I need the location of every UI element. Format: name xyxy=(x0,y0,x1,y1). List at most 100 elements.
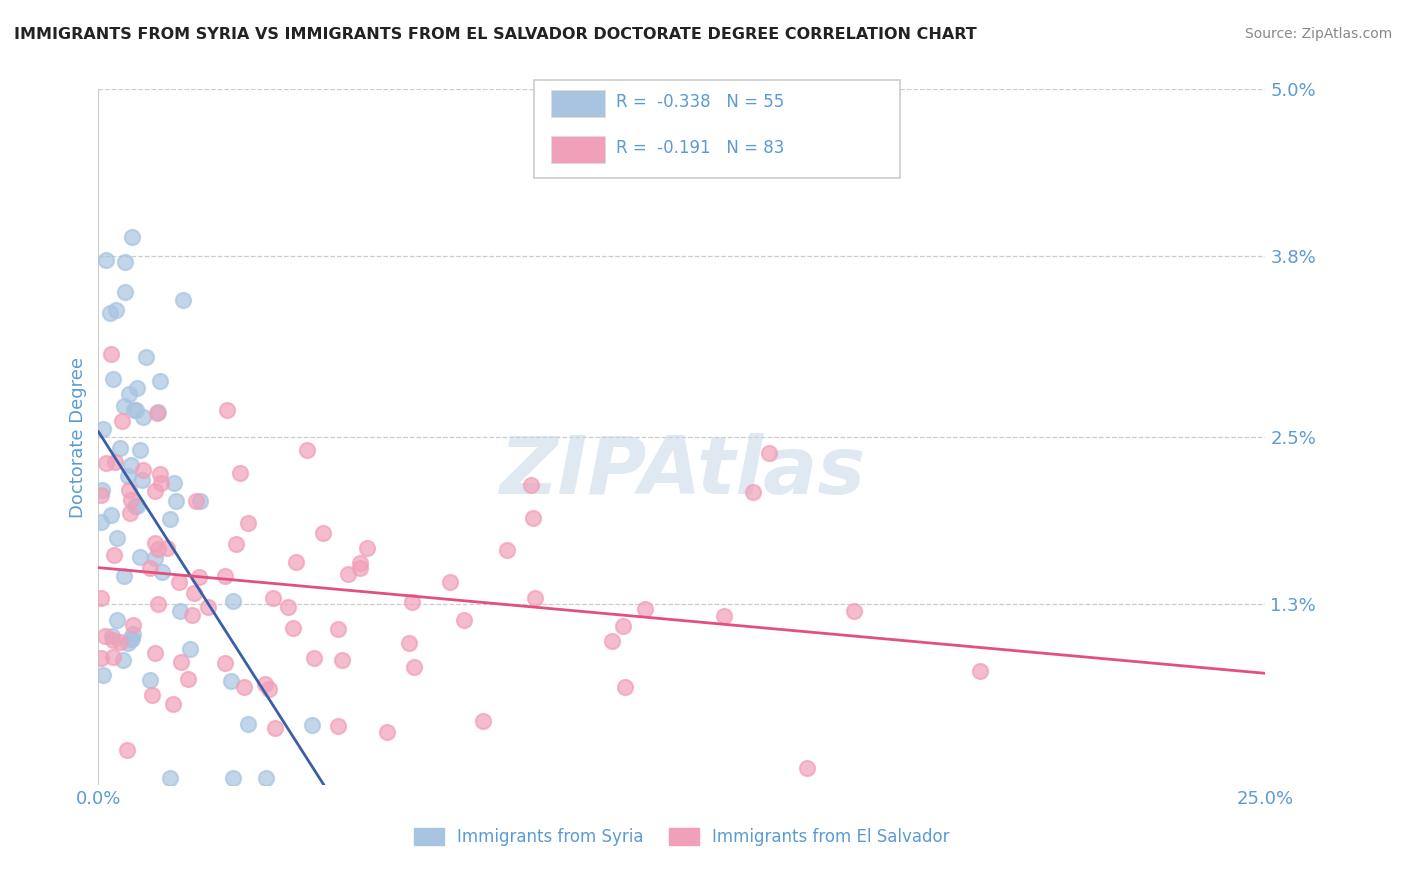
Point xyxy=(262,591,284,606)
Point xyxy=(127,500,149,514)
Point xyxy=(96,252,118,267)
Point xyxy=(214,657,236,671)
Point xyxy=(121,230,143,244)
Point xyxy=(146,406,169,420)
Point xyxy=(177,672,200,686)
Point xyxy=(110,634,132,648)
Point xyxy=(141,688,163,702)
Point xyxy=(614,680,637,694)
Point xyxy=(398,635,420,649)
Point xyxy=(105,531,128,545)
Point xyxy=(214,569,236,583)
Point xyxy=(118,386,141,401)
Point xyxy=(139,560,162,574)
Point xyxy=(108,441,131,455)
Point xyxy=(301,717,323,731)
Point xyxy=(90,591,112,606)
Point xyxy=(127,381,149,395)
Point xyxy=(145,484,167,499)
Point xyxy=(796,761,818,775)
Point xyxy=(121,626,143,640)
Point xyxy=(118,483,141,497)
Point xyxy=(111,414,134,428)
Point xyxy=(104,455,127,469)
Point xyxy=(496,542,519,557)
Point xyxy=(330,653,353,667)
Point xyxy=(139,673,162,687)
Point xyxy=(170,655,193,669)
Point xyxy=(222,771,245,785)
Point xyxy=(129,442,152,457)
Point xyxy=(167,575,190,590)
Point xyxy=(117,468,139,483)
Point xyxy=(90,488,112,502)
Point xyxy=(122,403,145,417)
Point xyxy=(439,575,461,590)
Point xyxy=(842,604,865,618)
Point xyxy=(114,285,136,299)
Point xyxy=(135,350,157,364)
Point xyxy=(103,632,125,647)
Point xyxy=(612,619,634,633)
Text: Source: ZipAtlas.com: Source: ZipAtlas.com xyxy=(1244,27,1392,41)
Point xyxy=(634,602,657,616)
Point xyxy=(114,254,136,268)
Point xyxy=(125,402,148,417)
Point xyxy=(522,511,544,525)
Point xyxy=(111,653,134,667)
Point xyxy=(120,492,142,507)
Point xyxy=(520,477,543,491)
Point xyxy=(165,494,187,508)
Point xyxy=(349,560,371,574)
Point xyxy=(326,622,349,636)
Point xyxy=(94,457,117,471)
Point xyxy=(112,399,135,413)
Point xyxy=(229,466,252,480)
Point xyxy=(117,636,139,650)
Point xyxy=(337,567,360,582)
Point xyxy=(232,681,254,695)
Point xyxy=(163,475,186,490)
Text: R =  -0.191   N = 83: R = -0.191 N = 83 xyxy=(616,139,785,157)
Point xyxy=(197,600,219,615)
Point xyxy=(183,586,205,600)
Point xyxy=(150,565,173,579)
Text: R =  -0.338   N = 55: R = -0.338 N = 55 xyxy=(616,93,785,111)
Point xyxy=(107,613,129,627)
Point xyxy=(217,403,239,417)
Point xyxy=(120,458,142,472)
Point xyxy=(356,541,378,556)
Point xyxy=(179,642,201,657)
Point xyxy=(90,650,112,665)
Point xyxy=(132,462,155,476)
Point xyxy=(146,598,169,612)
Point xyxy=(118,632,141,647)
Point xyxy=(264,721,287,735)
Point xyxy=(758,446,780,460)
Point xyxy=(180,607,202,622)
Point xyxy=(187,570,209,584)
Point xyxy=(101,650,124,665)
Point xyxy=(101,629,124,643)
Point xyxy=(149,475,172,490)
Point xyxy=(148,404,170,418)
Point xyxy=(100,508,122,522)
Point xyxy=(122,617,145,632)
Point xyxy=(254,677,277,691)
Point xyxy=(713,609,735,624)
Point xyxy=(132,410,155,425)
Point xyxy=(103,548,125,562)
Point xyxy=(146,541,169,556)
Point xyxy=(254,771,277,785)
Point xyxy=(222,594,245,608)
Point xyxy=(326,719,349,733)
Point xyxy=(219,673,242,688)
Point xyxy=(162,697,184,711)
Point xyxy=(453,613,475,627)
Point xyxy=(969,664,991,678)
Point xyxy=(404,660,426,674)
Point xyxy=(143,550,166,565)
Point xyxy=(277,600,299,615)
Point xyxy=(283,621,305,635)
Point xyxy=(118,506,141,520)
